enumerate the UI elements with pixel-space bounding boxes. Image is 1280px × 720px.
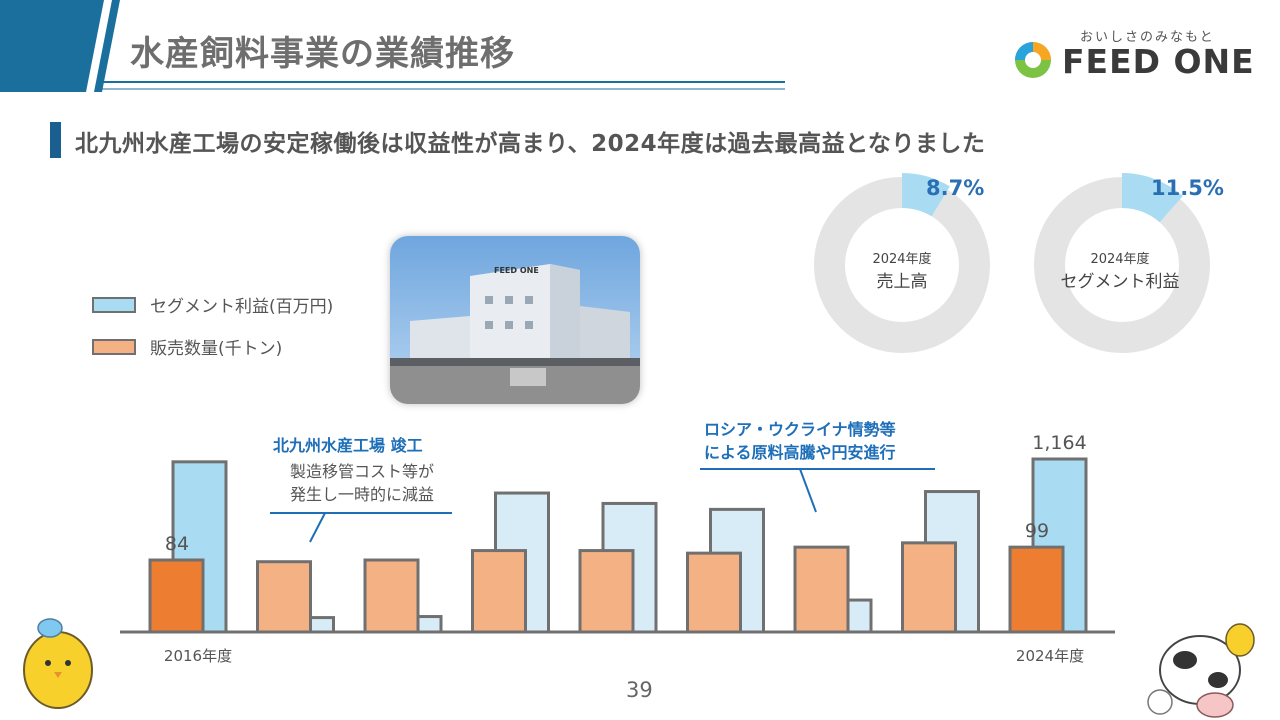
chick-mascot-icon: [23, 618, 93, 709]
bar-sales-volume: [1008, 545, 1065, 634]
donut-sales-center: 2024年度 売上高: [852, 248, 952, 292]
annotation-russia-line2: による原料高騰や円安進行: [704, 443, 896, 462]
donut-profit-label: セグメント利益: [1060, 272, 1180, 292]
legend-swatch-profit: [92, 296, 136, 313]
donut-share-slice: [902, 173, 950, 217]
factory-photo: FEED ONE: [390, 236, 640, 404]
page-number: 39: [626, 678, 653, 702]
annotation-plant-body: 製造移管コスト等が 発生し一時的に減益: [262, 460, 462, 506]
donut-sales-year: 2024年度: [872, 252, 932, 267]
data-label: 99: [1025, 520, 1049, 542]
title-banner: [0, 0, 785, 92]
annotation-russia: ロシア・ウクライナ情勢等 による原料高騰や円安進行: [704, 418, 896, 464]
annotation-russia-line1: ロシア・ウクライナ情勢等: [704, 420, 896, 439]
data-label: 1,164: [1032, 432, 1086, 454]
data-label: 84: [165, 533, 189, 555]
factory-building-image: [390, 236, 640, 404]
legend-label-volume: 販売数量(千トン): [150, 339, 283, 359]
donut-charts: [814, 173, 1210, 353]
headline: 北九州水産工場の安定稼働後は収益性が高まり、2024年度は過去最高益となりました: [75, 131, 986, 157]
legend-sales-volume: 販売数量(千トン): [92, 334, 282, 359]
donut-share-slice: [1122, 173, 1183, 223]
farm-animals-mascot-icon: [1147, 623, 1255, 718]
x-tick-label: 2024年度: [1016, 647, 1084, 665]
bar-sales-volume: [793, 545, 850, 634]
donut-profit-value: 11.5%: [1151, 176, 1224, 200]
bar-sales-volume: [686, 551, 742, 634]
donut-profit-year: 2024年度: [1090, 252, 1150, 267]
annotation-plant-title: 北九州水産工場 竣工: [273, 436, 423, 455]
annotation-plant-body-line1: 製造移管コスト等が: [289, 462, 434, 481]
subtitle-marker: [50, 122, 61, 158]
page-title: 水産飼料事業の業績推移: [130, 34, 515, 74]
photo-sign: FEED ONE: [494, 266, 539, 275]
bar-sales-volume: [471, 549, 527, 634]
bar-sales-volume: [901, 541, 957, 634]
donut-sales-value: 8.7%: [926, 176, 985, 200]
legend-segment-profit: セグメント利益(百万円): [92, 292, 333, 317]
donut-profit-center: 2024年度 セグメント利益: [1050, 248, 1190, 292]
feed-one-logo-icon: [1015, 42, 1051, 78]
legend-swatch-volume: [92, 338, 136, 355]
bar-sales-volume: [363, 558, 420, 634]
logo-tagline: おいしさのみなもと: [1080, 30, 1215, 45]
legend-label-profit: セグメント利益(百万円): [150, 297, 334, 317]
bar-sales-volume: [256, 560, 312, 634]
bar-sales-volume: [148, 558, 205, 634]
x-tick-label: 2016年度: [164, 647, 232, 665]
annotation-plant-body-line2: 発生し一時的に減益: [289, 485, 434, 504]
donut-sales-label: 売上高: [876, 272, 928, 292]
bar-sales-volume: [578, 549, 635, 634]
logo-text: FEED ONE: [1062, 42, 1255, 81]
